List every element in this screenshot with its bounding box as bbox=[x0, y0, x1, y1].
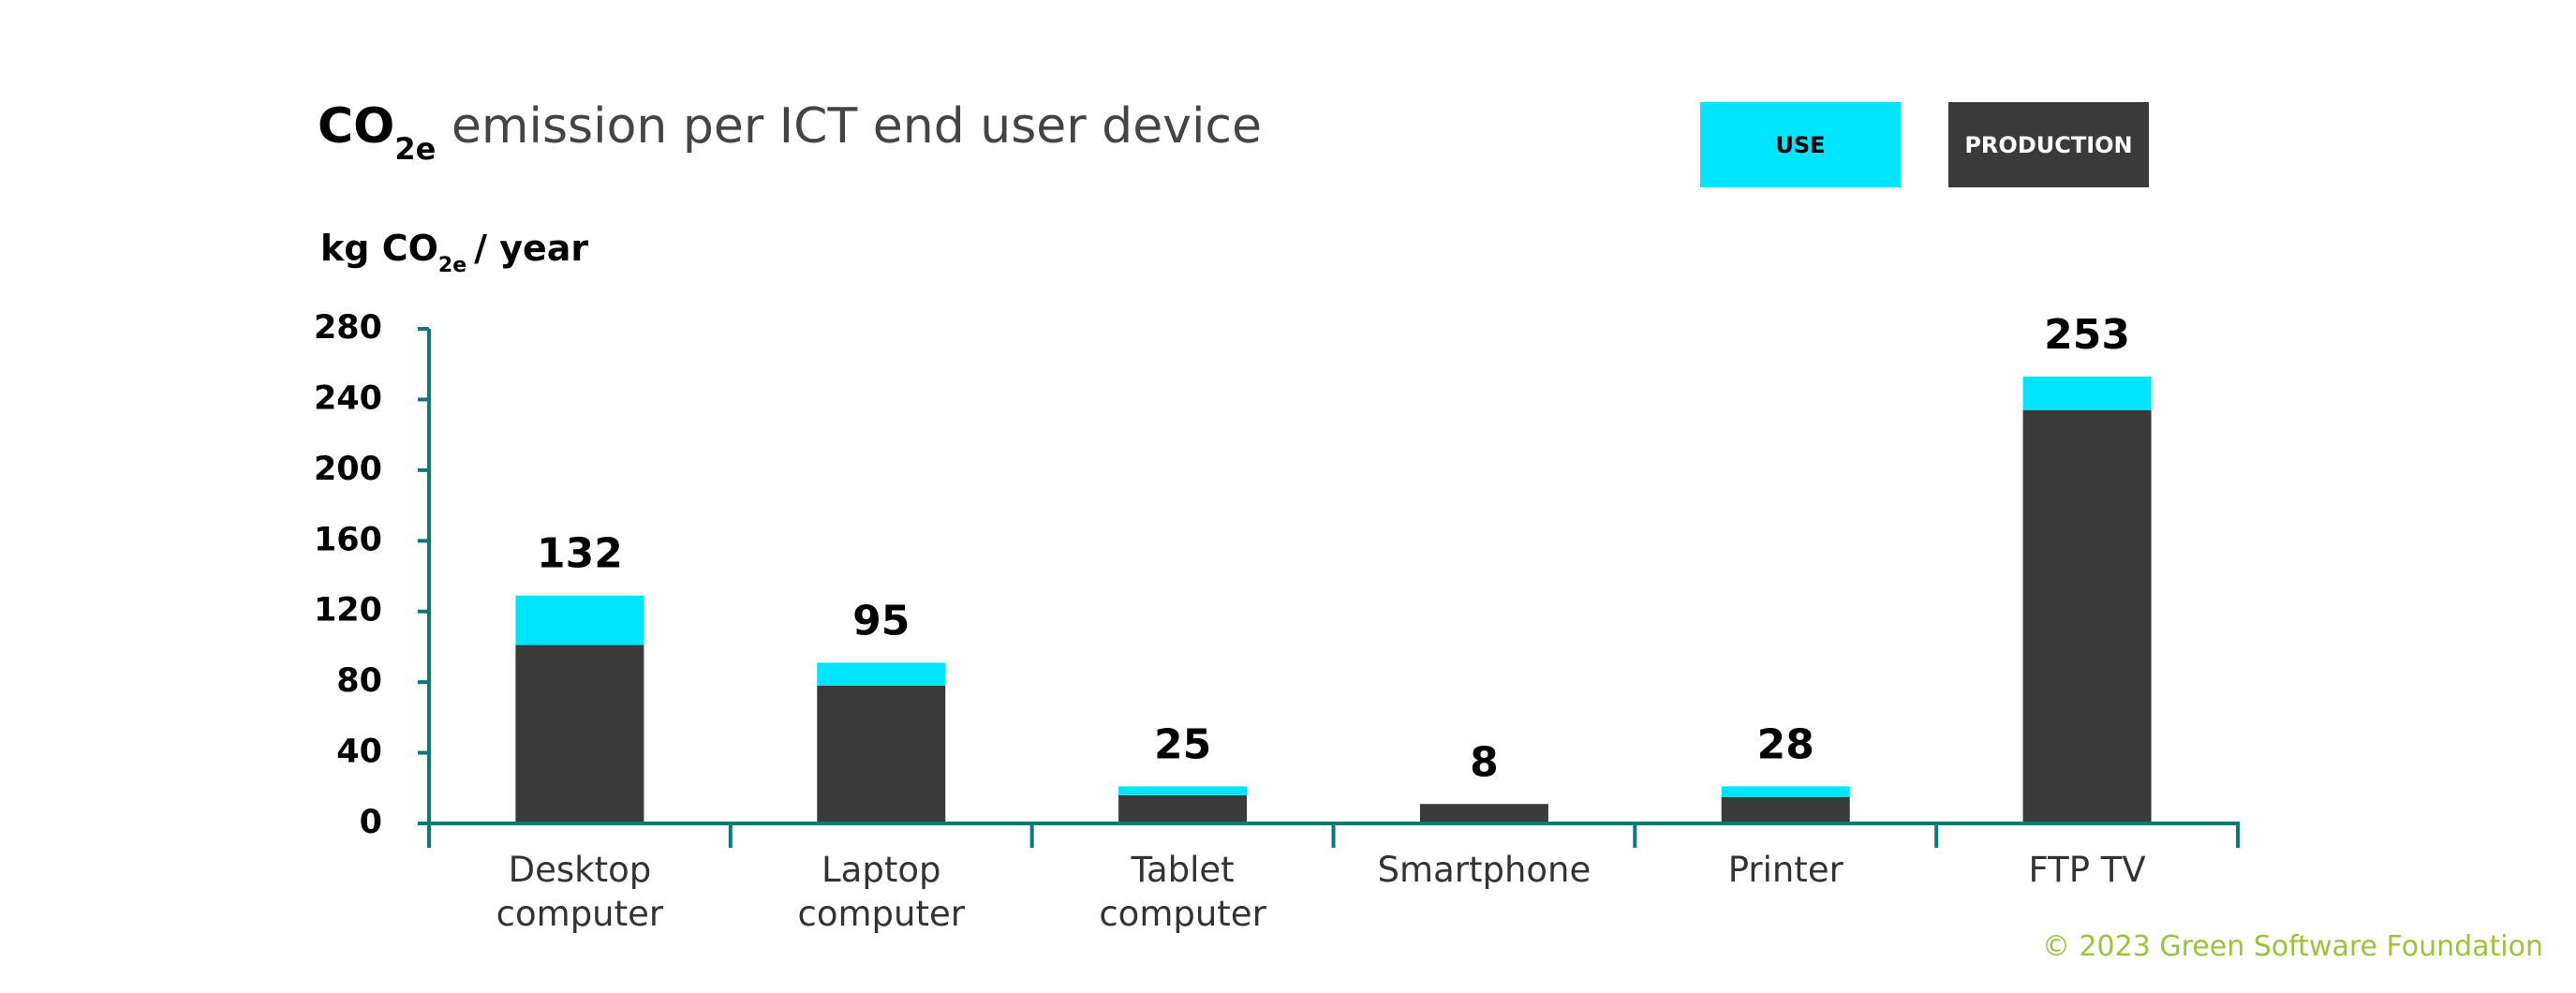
title-sub: 2e bbox=[394, 131, 436, 167]
total-label: 8 bbox=[1470, 738, 1499, 786]
legend-item: USE bbox=[1700, 102, 1901, 187]
bar-segment bbox=[1118, 786, 1248, 795]
ylabel-sub: 2e bbox=[438, 254, 466, 277]
y-tick-label: 0 bbox=[360, 804, 382, 841]
title-rest: emission per ICT end user device bbox=[436, 98, 1262, 155]
x-tick-label: Tablet computer bbox=[1099, 850, 1266, 934]
y-tick-label: 280 bbox=[314, 309, 382, 347]
x-tick-label: Printer bbox=[1727, 850, 1843, 890]
total-label: 95 bbox=[852, 597, 910, 645]
chart-title: CO2e emission per ICT end user device bbox=[318, 98, 1262, 167]
legend-item: PRODUCTION bbox=[1948, 102, 2149, 187]
total-label: 132 bbox=[537, 530, 623, 578]
x-tick-label: Laptop computer bbox=[797, 850, 965, 934]
bar-segment bbox=[1419, 804, 1548, 823]
y-axis-label: kg CO2e / year bbox=[320, 228, 588, 277]
bar-segment bbox=[1721, 786, 1850, 797]
total-label: 253 bbox=[2044, 311, 2130, 359]
x-tick-label: Smartphone bbox=[1377, 850, 1591, 890]
x-tick-label: Desktop computer bbox=[496, 850, 664, 934]
y-tick-label: 80 bbox=[336, 662, 382, 700]
bar-segment bbox=[515, 595, 644, 645]
y-tick-label: 160 bbox=[314, 521, 382, 558]
y-tick-label: 40 bbox=[336, 734, 382, 771]
bar-segment bbox=[2022, 409, 2152, 823]
footer: © 2023 Green Software Foundation bbox=[2041, 930, 2543, 963]
bar-segment bbox=[2022, 376, 2152, 410]
bar-segment bbox=[1118, 794, 1248, 823]
bar-segment bbox=[817, 662, 946, 686]
y-tick-label: 200 bbox=[314, 451, 382, 488]
bar-segment bbox=[1721, 796, 1850, 823]
bar-segment bbox=[515, 645, 644, 823]
ylabel-main: kg CO bbox=[320, 228, 438, 269]
y-tick-label: 120 bbox=[314, 592, 382, 630]
total-label: 25 bbox=[1154, 720, 1211, 768]
title-main: CO bbox=[318, 98, 394, 155]
x-tick-label: FTP TV bbox=[2028, 850, 2146, 890]
total-label: 28 bbox=[1757, 720, 1814, 768]
bar-segment bbox=[817, 685, 946, 823]
y-tick-label: 240 bbox=[314, 379, 382, 417]
ylabel-rest: / year bbox=[474, 228, 588, 269]
